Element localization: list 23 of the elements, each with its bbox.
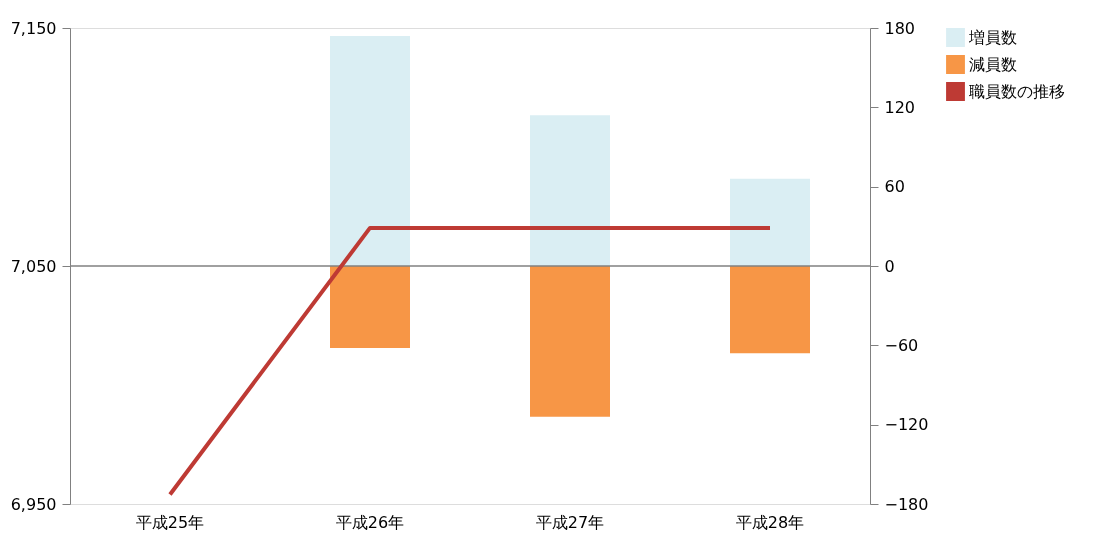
y2-tick-label: −60 <box>884 335 919 355</box>
y2-tick-label: 60 <box>884 177 905 197</box>
bar <box>730 178 810 266</box>
bar <box>530 115 610 266</box>
legend-label: 職員数の推移 <box>969 81 1065 101</box>
bar <box>330 35 410 266</box>
bar <box>530 266 610 417</box>
bar <box>730 266 810 354</box>
y-tick-label: 7,050 <box>10 256 57 276</box>
legend-label: 減員数 <box>969 54 1017 74</box>
y2-tick-label: −180 <box>884 494 929 514</box>
x-tick-label: 平成28年 <box>735 512 805 532</box>
y2-tick-label: 180 <box>884 18 916 38</box>
y2-tick-label: −120 <box>884 415 929 435</box>
y-tick-label: 7,150 <box>10 18 57 38</box>
x-tick-label: 平成25年 <box>135 512 205 532</box>
y-tick-label: 6,950 <box>10 494 57 514</box>
legend-label: 増員数 <box>968 27 1017 47</box>
y2-tick-label: 120 <box>884 97 916 117</box>
x-tick-label: 平成26年 <box>335 512 405 532</box>
y2-tick-label: 0 <box>884 256 895 276</box>
x-tick-label: 平成27年 <box>535 512 605 532</box>
bar <box>330 266 410 348</box>
